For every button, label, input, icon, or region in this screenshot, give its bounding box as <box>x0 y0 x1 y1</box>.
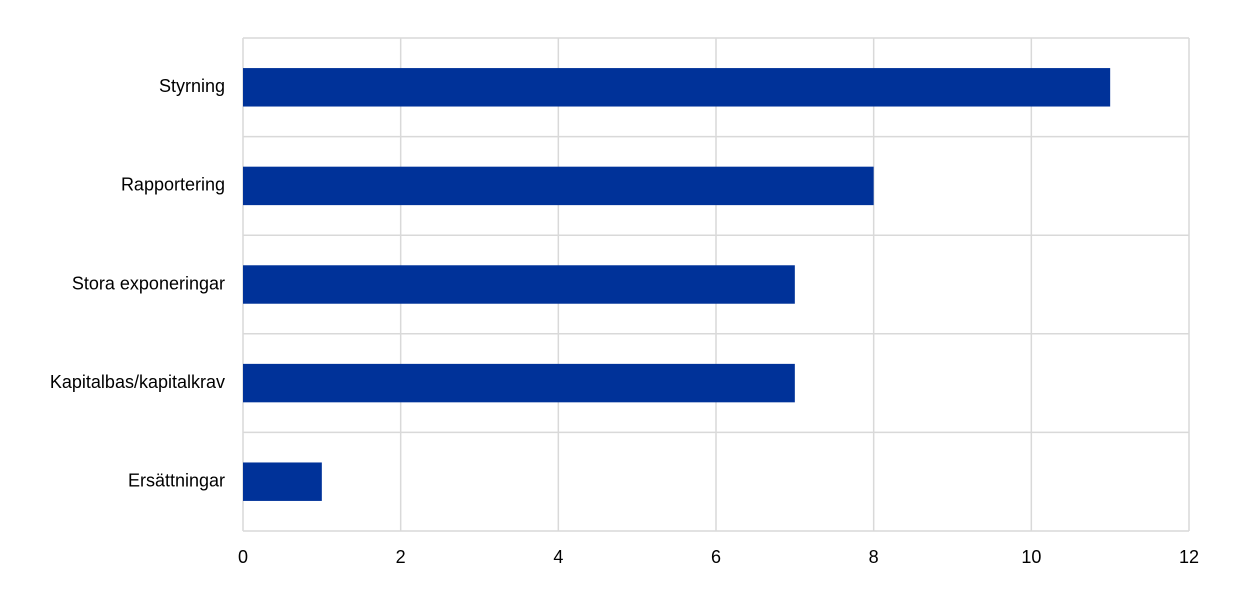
y-tick-label: Kapitalbas/kapitalkrav <box>50 372 225 392</box>
x-tick-label: 4 <box>553 547 563 567</box>
x-tick-label: 2 <box>396 547 406 567</box>
x-tick-label: 0 <box>238 547 248 567</box>
y-tick-label: Ersättningar <box>128 470 225 490</box>
bar <box>243 68 1111 107</box>
x-tick-label: 8 <box>869 547 879 567</box>
y-tick-label: Rapportering <box>121 175 225 195</box>
x-tick-label: 10 <box>1021 547 1041 567</box>
bar <box>243 462 322 501</box>
y-tick-label: Styrning <box>159 76 225 96</box>
x-tick-label: 12 <box>1179 547 1199 567</box>
y-tick-label: Stora exponeringar <box>72 273 225 293</box>
x-tick-label: 6 <box>711 547 721 567</box>
bar <box>243 363 795 403</box>
bar <box>243 166 874 206</box>
bar <box>243 265 795 304</box>
